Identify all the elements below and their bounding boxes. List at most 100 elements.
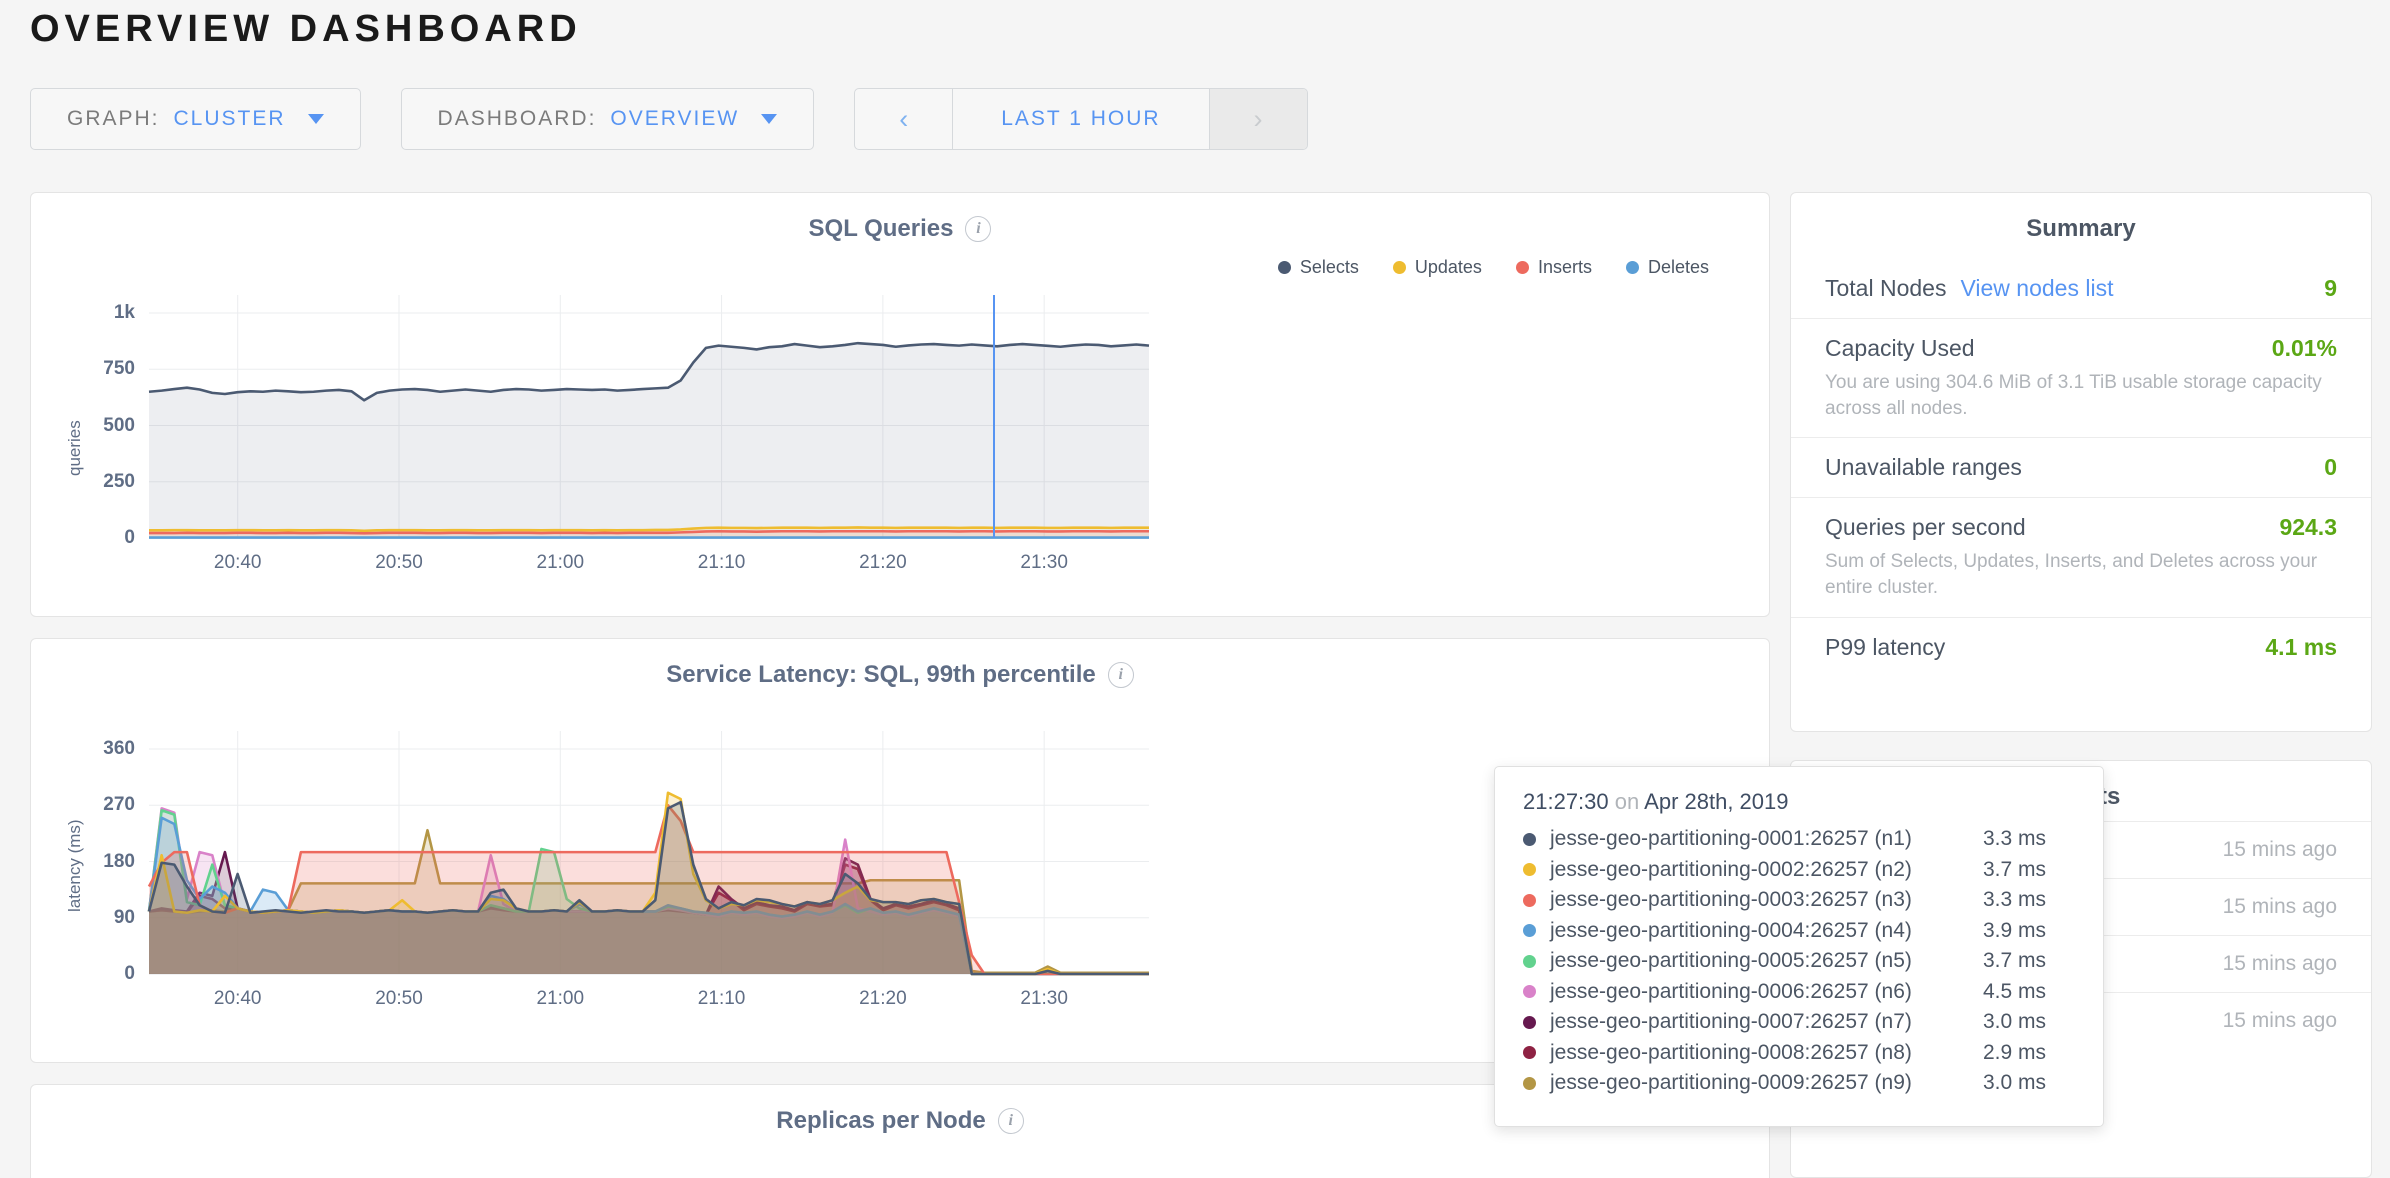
tooltip-series-name: jesse-geo-partitioning-0005:26257 (n5) — [1550, 949, 1912, 972]
replicas-per-node-title: Replicas per Node — [776, 1107, 986, 1134]
tooltip-row: jesse-geo-partitioning-0009:26257 (n9) 3.… — [1523, 1071, 2075, 1095]
summary-value: 9 — [2324, 275, 2337, 301]
series-dot-icon — [1523, 1015, 1536, 1029]
summary-row-head: Unavailable ranges 0 — [1825, 454, 2337, 481]
series-dot-icon — [1523, 954, 1536, 968]
y-axis-tick: 0 — [124, 963, 135, 984]
legend-dot-icon — [1625, 261, 1639, 274]
info-icon[interactable]: i — [997, 1108, 1024, 1134]
tooltip-row: jesse-geo-partitioning-0003:26257 (n3) 3.… — [1523, 888, 2075, 912]
x-axis-tick: 20:50 — [375, 988, 423, 1009]
tooltip-row: jesse-geo-partitioning-0007:26257 (n7) 3.… — [1523, 1010, 2075, 1034]
x-axis-tick: 21:30 — [1020, 552, 1068, 573]
chevron-down-icon — [307, 114, 324, 124]
x-axis-tick: 20:50 — [375, 552, 423, 573]
x-axis-tick: 21:30 — [1020, 988, 1068, 1009]
tooltip-series-name: jesse-geo-partitioning-0001:26257 (n1) — [1550, 827, 1912, 850]
tooltip-series-value: 3.9 ms — [1983, 918, 2047, 942]
view-nodes-list-link[interactable]: View nodes list — [1960, 275, 2114, 301]
info-icon[interactable]: i — [965, 216, 992, 242]
y-axis-tick: 180 — [103, 850, 135, 872]
summary-card: Summary Total Nodes View nodes list 9 Capac… — [1790, 192, 2372, 732]
summary-row: Unavailable ranges 0 — [1791, 437, 2371, 497]
legend-dot-icon — [1277, 261, 1291, 274]
dashboard-select-value: OVERVIEW — [610, 107, 740, 130]
info-icon[interactable]: i — [1107, 662, 1134, 688]
tooltip-series-name: jesse-geo-partitioning-0008:26257 (n8) — [1550, 1040, 1912, 1064]
tooltip-series-name: jesse-geo-partitioning-0007:26257 (n7) — [1550, 1010, 1912, 1033]
tooltip-row: jesse-geo-partitioning-0006:26257 (n6) 4.… — [1523, 980, 2075, 1004]
tooltip-time: 21:27:30 — [1523, 789, 1609, 814]
tooltip-series-name: jesse-geo-partitioning-0004:26257 (n4) — [1550, 918, 1912, 942]
event-time: 15 mins ago — [2222, 1009, 2337, 1032]
tooltip-row: jesse-geo-partitioning-0001:26257 (n1) 3.… — [1523, 827, 2075, 851]
y-axis-tick: 360 — [103, 738, 135, 759]
page-title: OVERVIEW DASHBOARD — [30, 8, 582, 50]
tooltip-series-value: 3.0 ms — [1983, 1071, 2047, 1094]
series-dot-icon — [1523, 985, 1536, 998]
graph-select[interactable]: GRAPH: CLUSTER — [30, 88, 361, 150]
summary-row-head: P99 latency 4.1 ms — [1825, 634, 2337, 661]
time-range-value[interactable]: LAST 1 HOUR — [1001, 107, 1161, 130]
tooltip-row: jesse-geo-partitioning-0004:26257 (n4) 3.… — [1523, 919, 2075, 943]
x-axis-tick: 21:10 — [697, 988, 746, 1009]
legend-label: Selects — [1299, 257, 1359, 277]
legend-dot-icon — [1392, 261, 1406, 274]
graph-select-value: CLUSTER — [173, 107, 286, 130]
service-latency-title: Service Latency: SQL, 99th percentile — [666, 661, 1096, 688]
summary-row-head: Capacity Used 0.01% — [1825, 335, 2337, 362]
chevron-left-icon[interactable]: ‹ — [855, 89, 954, 149]
y-axis-label: queries — [65, 419, 84, 476]
summary-value: 4.1 ms — [2265, 633, 2337, 660]
legend-label: Updates — [1414, 257, 1482, 277]
legend-item-deletes[interactable]: Deletes — [1625, 257, 1709, 278]
chevron-right-icon[interactable]: › — [1208, 89, 1307, 149]
summary-row: Total Nodes View nodes list 9 — [1791, 259, 2371, 318]
tooltip-timestamp: 21:27:30 on Apr 28th, 2019 — [1523, 789, 2075, 815]
summary-title: Summary — [2026, 215, 2136, 242]
summary-row-head: Queries per second 924.3 — [1825, 514, 2337, 541]
summary-value: 0.01% — [2271, 335, 2337, 361]
chevron-down-icon — [761, 114, 778, 124]
tooltip-date: Apr 28th, 2019 — [1644, 789, 1789, 814]
legend-item-updates[interactable]: Updates — [1392, 257, 1482, 278]
sql-queries-title-row: SQL Queries i — [31, 193, 1769, 243]
service-latency-plot[interactable]: 0 90 180 270 360 latency (ms) 20:40 20:50 21:00 2… — [31, 639, 1771, 1064]
sql-queries-plot[interactable]: 0 250 500 750 1k queries 20:40 20:50 21:00 21:10 2… — [31, 193, 1771, 618]
legend-item-selects[interactable]: Selects — [1277, 257, 1359, 278]
summary-label: Queries per second — [1825, 514, 2026, 541]
summary-value: 0 — [2324, 454, 2337, 481]
tooltip-series-value: 3.3 ms — [1983, 827, 2047, 850]
event-time: 15 mins ago — [2222, 952, 2337, 975]
event-time: 15 mins ago — [2222, 895, 2337, 918]
y-axis-tick: 90 — [113, 906, 135, 928]
summary-row: Capacity Used 0.01% You are using 304.6 Mi… — [1791, 318, 2371, 437]
series-dot-icon — [1523, 1076, 1536, 1090]
tooltip-series-value: 2.9 ms — [1983, 1040, 2047, 1064]
tooltip-series-value: 3.7 ms — [1983, 857, 2047, 881]
y-axis-tick: 500 — [103, 414, 135, 436]
dashboard-select[interactable]: DASHBOARD: OVERVIEW — [400, 88, 815, 150]
x-axis-tick: 21:00 — [536, 988, 585, 1009]
tooltip-series-value: 4.5 ms — [1983, 979, 2047, 1003]
legend-item-inserts[interactable]: Inserts — [1515, 257, 1592, 278]
summary-row: Queries per second 924.3 Sum of Selects, U… — [1791, 497, 2371, 616]
summary-label: Capacity Used — [1825, 335, 1975, 361]
series-dot-icon — [1523, 863, 1536, 876]
tooltip-series-name: jesse-geo-partitioning-0006:26257 (n6) — [1550, 979, 1912, 1003]
summary-row-head: Total Nodes View nodes list 9 — [1825, 275, 2337, 302]
summary-row: P99 latency 4.1 ms — [1791, 616, 2371, 677]
tooltip-series-name: jesse-geo-partitioning-0003:26257 (n3) — [1550, 888, 1912, 911]
tooltip-series-value: 3.0 ms — [1983, 1010, 2047, 1033]
dashboard-select-label: DASHBOARD: — [437, 107, 597, 130]
tooltip-series-name: jesse-geo-partitioning-0009:26257 (n9) — [1550, 1071, 1912, 1094]
legend-label: Deletes — [1647, 257, 1709, 277]
tooltip-row: jesse-geo-partitioning-0005:26257 (n5) 3.… — [1523, 949, 2075, 973]
tooltip-on-word: on — [1614, 789, 1640, 814]
y-axis-tick: 0 — [124, 527, 135, 548]
tooltip-series-name: jesse-geo-partitioning-0002:26257 (n2) — [1550, 857, 1912, 881]
summary-description: You are using 304.6 MiB of 3.1 TiB usabl… — [1825, 372, 2322, 419]
summary-rows: Total Nodes View nodes list 9 Capacity Used… — [1791, 259, 2371, 677]
tooltip-rows: jesse-geo-partitioning-0001:26257 (n1) 3.… — [1523, 827, 2075, 1095]
summary-value: 924.3 — [2279, 514, 2337, 541]
